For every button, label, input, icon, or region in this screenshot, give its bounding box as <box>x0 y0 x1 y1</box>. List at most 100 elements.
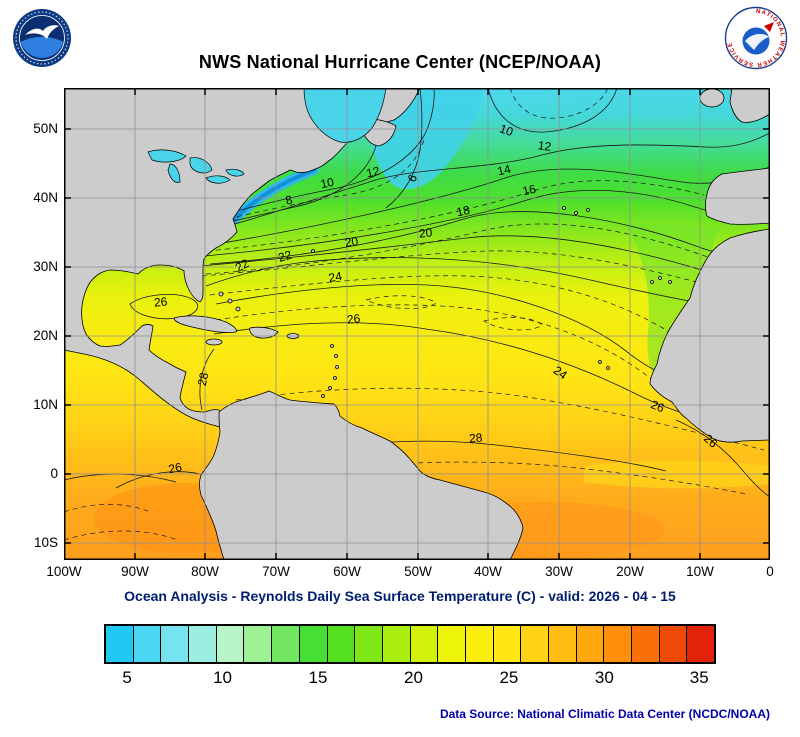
contour-label: 14 <box>496 162 513 179</box>
contour-label: 20 <box>344 234 359 250</box>
lake-huron <box>189 157 213 174</box>
contour-label: 12 <box>365 164 382 181</box>
land-nw-europe <box>729 88 770 123</box>
lon-tick-label: 30W <box>545 564 573 579</box>
nws-logo-arrow-icon <box>764 22 774 32</box>
lon-tick-label: 50W <box>404 564 432 579</box>
noaa-logo-seagull-icon <box>25 25 59 39</box>
colorbar-cell <box>272 626 300 662</box>
colorbar-labels: 5 10 15 20 25 30 35 <box>104 668 712 690</box>
lat-tick-label: 20N <box>33 328 58 343</box>
colorbar-cell <box>327 626 356 662</box>
data-source-note: Data Source: National Climatic Data Cent… <box>439 707 770 721</box>
contour-label: 18 <box>455 203 471 220</box>
contour-label: 20 <box>418 225 433 240</box>
lon-tick-label: 10W <box>686 564 714 579</box>
contour-label: 8 <box>284 192 294 207</box>
noaa-logo-ring-text-dots <box>15 11 69 65</box>
colorbar-tick-label: 35 <box>689 668 709 687</box>
lake-superior <box>147 149 187 163</box>
land-north-america <box>64 88 421 429</box>
land-jamaica <box>205 338 223 346</box>
graticule <box>64 88 770 560</box>
colorbar-tick-label: 20 <box>404 668 423 687</box>
land-cape-verde <box>598 360 610 370</box>
colorbar-cell <box>659 626 688 662</box>
page-title: NWS National Hurricane Center (NCEP/NOAA… <box>198 52 602 72</box>
contour-label: 10 <box>498 121 516 139</box>
colorbar-tick-label: 30 <box>594 668 614 687</box>
contour-label: 10 <box>319 175 335 192</box>
lake-ontario <box>225 168 245 177</box>
colorbar-cell <box>438 626 466 662</box>
contour-label: 28 <box>469 431 484 446</box>
land-layer <box>64 88 770 560</box>
lon-tick-label: 80W <box>191 564 219 579</box>
colorbar-tick-label: 15 <box>308 668 328 687</box>
land-azores <box>562 206 590 215</box>
nws-logo: NATIONAL WEATHER SERVICE <box>724 6 788 70</box>
lon-tick-label: 0 <box>766 564 774 579</box>
land-iberia <box>705 167 770 225</box>
land-lesser-antilles <box>321 344 339 398</box>
contour-label: 26 <box>649 397 667 415</box>
contour-labels: 8 10 12 6 10 12 14 16 18 20 20 22 22 24 … <box>153 121 720 476</box>
lon-tick-label: 20W <box>616 564 644 579</box>
colorbar-tick-label: 25 <box>499 668 519 687</box>
lat-tick-label: 0 <box>50 466 58 481</box>
land-ireland <box>699 88 725 108</box>
contour-label: 16 <box>521 182 537 199</box>
contour-label: 26 <box>153 294 168 309</box>
colorbar-cell <box>493 626 522 662</box>
colorbar-cell <box>189 626 217 662</box>
land-canary-islands <box>650 276 672 284</box>
land-south-america <box>199 390 524 560</box>
contour-label: 24 <box>328 269 344 285</box>
lake-erie <box>205 175 231 184</box>
colorbar-tick-label: 10 <box>213 668 233 687</box>
colorbar-cell <box>133 626 162 662</box>
land-bahamas <box>218 291 241 312</box>
colorbar-cell <box>106 626 134 662</box>
lat-tick-label: 10S <box>33 535 58 550</box>
colorbar-cell <box>161 626 190 662</box>
contour-label: 22 <box>277 247 294 264</box>
lon-tick-label: 90W <box>121 564 149 579</box>
lon-tick-label: 60W <box>333 564 361 579</box>
colorbar <box>104 624 716 664</box>
lat-tick-label: 40N <box>33 190 58 205</box>
contour-label: 28 <box>195 371 212 387</box>
contour-label: 12 <box>537 138 552 154</box>
colorbar-cell <box>632 626 660 662</box>
lat-tick-label: 10N <box>33 397 58 412</box>
colorbar-cell <box>382 626 411 662</box>
contour-label: 26 <box>346 311 361 326</box>
colorbar-cell <box>521 626 549 662</box>
colorbar-cell <box>410 626 439 662</box>
lat-tick-label: 30N <box>33 259 58 274</box>
colorbar-tick-label: 5 <box>122 668 132 687</box>
colorbar-cell <box>216 626 245 662</box>
lake-michigan <box>167 163 181 183</box>
noaa-logo-sea <box>20 36 64 58</box>
colorbar-cell <box>604 626 633 662</box>
map-subtitle: Ocean Analysis - Reynolds Daily Sea Surf… <box>124 588 676 604</box>
contour-label: 22 <box>233 256 252 275</box>
colorbar-cell <box>244 626 273 662</box>
land-bermuda <box>311 249 315 253</box>
colorbar-cell <box>576 626 605 662</box>
noaa-logo <box>13 9 71 67</box>
lon-tick-label: 40W <box>474 564 502 579</box>
colorbar-cell <box>355 626 383 662</box>
sst-map: 8 10 12 6 10 12 14 16 18 20 20 22 22 24 … <box>64 88 770 560</box>
lon-tick-label: 100W <box>46 564 82 579</box>
colorbar-cell <box>687 626 715 662</box>
colorbar-cell <box>465 626 494 662</box>
colorbar-cell <box>549 626 577 662</box>
land-hispaniola <box>249 326 279 339</box>
lon-tick-label: 70W <box>262 564 290 579</box>
lat-tick-label: 50N <box>33 121 58 136</box>
colorbar-cell <box>299 626 328 662</box>
contour-label: 26 <box>167 460 183 477</box>
nws-logo-swoosh <box>745 33 769 50</box>
